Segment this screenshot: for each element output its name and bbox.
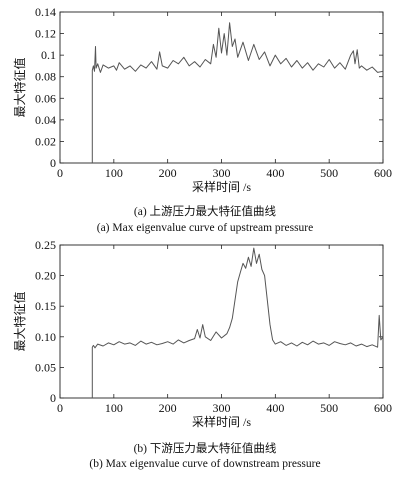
series-line-a (92, 23, 383, 163)
x-tick-label-b: 200 (159, 401, 177, 415)
x-tick-label-a: 600 (374, 166, 392, 180)
series-line-b (92, 248, 383, 398)
caption-a-en: (a) Max eigenvalue curve of upstream pre… (0, 222, 410, 234)
x-tick-label-a: 400 (266, 166, 284, 180)
y-tick-label-a: 0.08 (35, 70, 56, 84)
x-tick-label-b: 600 (374, 401, 392, 415)
y-axis-label-b: 最大特征值 (12, 291, 27, 351)
y-tick-label-b: 0 (50, 391, 56, 405)
x-axis-label-b: 采样时间 /s (192, 414, 251, 429)
plot-frame-b (60, 245, 383, 398)
y-tick-label-a: 0.12 (35, 27, 56, 41)
x-tick-label-b: 300 (213, 401, 231, 415)
x-tick-label-b: 0 (57, 401, 63, 415)
y-tick-label-a: 0.06 (35, 91, 56, 105)
x-tick-label-a: 300 (213, 166, 231, 180)
x-tick-label-b: 400 (266, 401, 284, 415)
x-axis-label-a: 采样时间 /s (192, 179, 251, 194)
caption-b-en: (b) Max eigenvalue curve of downstream p… (0, 458, 410, 470)
y-axis-label-a: 最大特征值 (12, 57, 27, 117)
x-tick-label-a: 0 (57, 166, 63, 180)
y-tick-label-a: 0.14 (35, 5, 56, 19)
x-tick-label-b: 100 (105, 401, 123, 415)
x-tick-label-a: 500 (320, 166, 338, 180)
caption-b-cn: (b) 下游压力最大特征值曲线 (0, 440, 410, 456)
x-tick-label-b: 500 (320, 401, 338, 415)
x-tick-label-a: 100 (105, 166, 123, 180)
y-tick-label-a: 0.02 (35, 134, 56, 148)
y-tick-label-b: 0.05 (35, 360, 56, 374)
y-tick-label-a: 0 (50, 156, 56, 170)
y-tick-label-b: 0.10 (35, 330, 56, 344)
y-tick-label-a: 0.04 (35, 113, 56, 127)
y-tick-label-a: 0.1 (41, 48, 56, 62)
y-tick-label-b: 0.20 (35, 269, 56, 283)
plot-frame-a (60, 12, 383, 163)
y-tick-label-b: 0.15 (35, 299, 56, 313)
y-tick-label-b: 0.25 (35, 238, 56, 252)
x-tick-label-a: 200 (159, 166, 177, 180)
caption-a-cn: (a) 上游压力最大特征值曲线 (0, 203, 410, 219)
